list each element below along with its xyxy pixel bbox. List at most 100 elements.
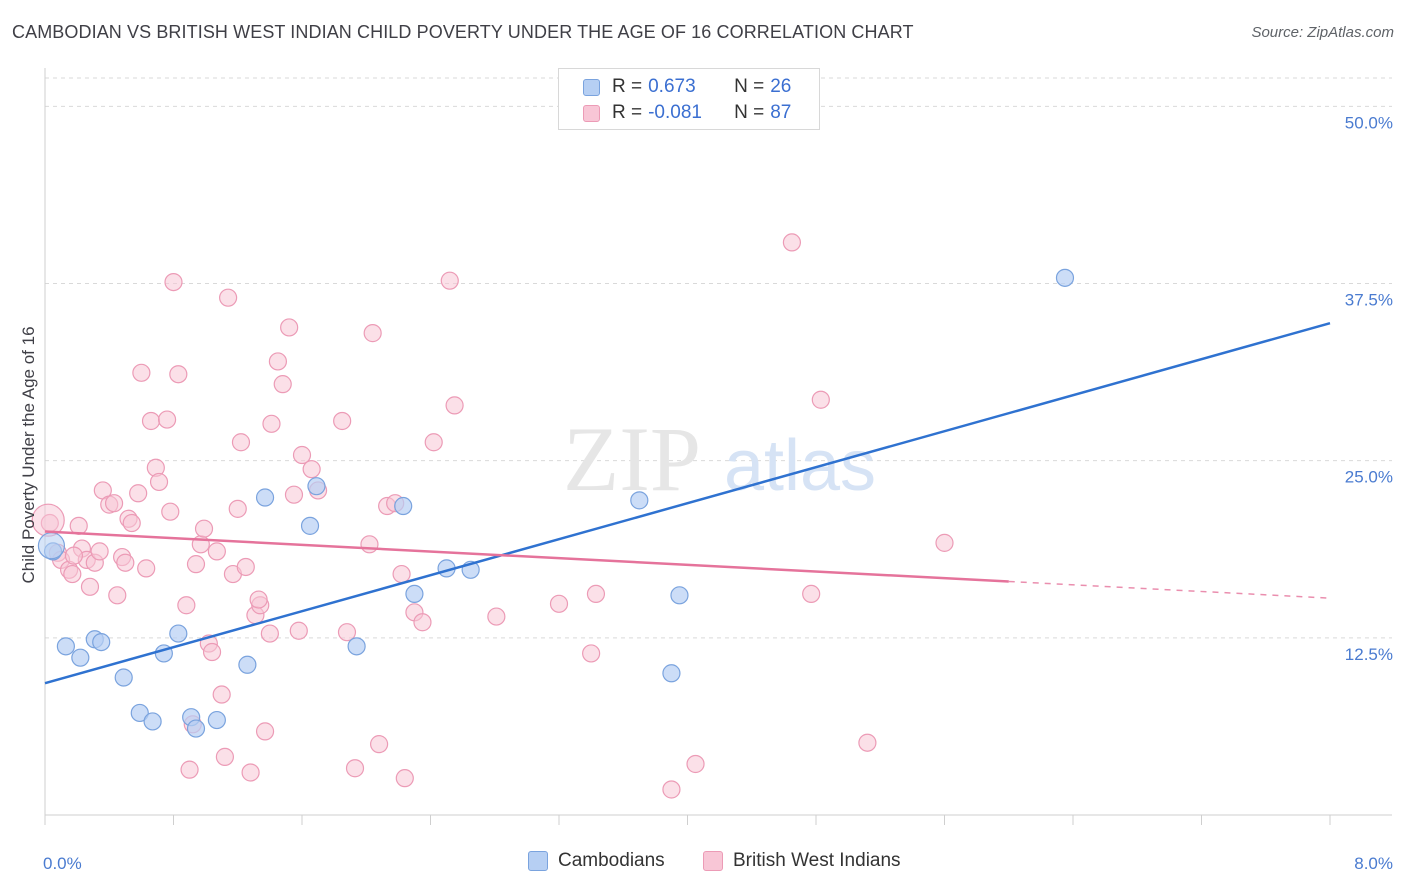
correlation-legend: R = 0.673 N = 26 R = -0.081 N = 87 <box>558 68 820 130</box>
point-british-west-indians <box>440 271 459 290</box>
point-cambodians <box>207 710 226 730</box>
cambodians-points <box>37 268 1075 738</box>
legend-label-cambodians: Cambodians <box>558 850 665 871</box>
point-british-west-indians <box>132 363 151 382</box>
point-british-west-indians <box>582 644 601 663</box>
point-british-west-indians <box>262 414 281 433</box>
point-british-west-indians <box>268 352 288 371</box>
british-west-indians-points <box>31 233 954 799</box>
point-british-west-indians <box>802 584 821 604</box>
legend-n-label: N = <box>734 76 765 97</box>
point-cambodians-cluster <box>37 532 66 560</box>
point-british-west-indians <box>935 533 954 552</box>
y-axis-label: Child Poverty Under the Age of 16 <box>19 326 38 583</box>
point-cambodians <box>186 719 206 738</box>
point-cambodians <box>255 488 275 507</box>
point-cambodians <box>1055 268 1075 287</box>
axes <box>44 68 1392 825</box>
point-british-west-indians <box>116 553 135 572</box>
legend-row-british-west-indians: R = -0.081 N = 87 <box>583 101 791 125</box>
point-british-west-indians <box>186 555 206 574</box>
point-british-west-indians <box>586 584 606 604</box>
watermark-zip: ZIP <box>563 408 701 510</box>
legend-row-cambodians: R = 0.673 N = 26 <box>583 75 791 99</box>
point-british-west-indians <box>177 596 196 615</box>
point-british-west-indians <box>219 288 238 307</box>
point-british-west-indians <box>302 460 321 479</box>
legend-n-value: 26 <box>770 76 792 97</box>
y-tick-label: 12.5% <box>1345 645 1393 664</box>
point-british-west-indians <box>487 607 506 626</box>
point-british-west-indians <box>194 519 214 538</box>
point-british-west-indians <box>207 542 226 561</box>
point-british-west-indians <box>273 375 292 394</box>
point-cambodians <box>56 637 75 656</box>
point-cambodians <box>405 584 424 604</box>
y-tick-label: 50.0% <box>1345 113 1393 132</box>
watermark: ZIP atlas <box>563 408 876 510</box>
point-british-west-indians <box>236 557 255 577</box>
legend-item-british-west-indians[interactable]: British West Indians <box>703 850 901 872</box>
y-tick-label: 37.5% <box>1345 291 1393 310</box>
legend-swatch-pink <box>583 104 600 122</box>
point-british-west-indians <box>104 494 124 513</box>
point-british-west-indians <box>80 577 100 596</box>
point-cambodians <box>662 664 681 683</box>
legend-r-label: R = <box>612 76 643 97</box>
point-british-west-indians <box>337 623 357 642</box>
point-british-west-indians <box>260 624 279 643</box>
point-british-west-indians <box>122 513 141 533</box>
legend-r-value: 0.673 <box>648 76 696 97</box>
trend-line-british-west-indians-dashed <box>1008 580 1331 599</box>
point-british-west-indians <box>157 410 177 429</box>
point-cambodians <box>143 712 162 731</box>
point-british-west-indians <box>284 485 304 504</box>
point-british-west-indians <box>141 411 161 431</box>
point-british-west-indians <box>64 546 84 565</box>
point-cambodians <box>300 516 320 535</box>
point-british-west-indians <box>161 502 180 521</box>
point-british-west-indians <box>137 559 156 578</box>
point-british-west-indians <box>392 564 411 584</box>
legend-n-value: 87 <box>770 102 792 123</box>
legend-swatch-pink <box>703 851 723 871</box>
point-british-west-indians <box>395 769 414 788</box>
point-cambodians <box>169 624 188 643</box>
point-british-west-indians <box>108 586 127 605</box>
tick-labels: 12.5% 25.0% 37.5% 50.0% 0.0% 8.0% <box>43 113 1393 873</box>
point-cambodians <box>71 648 90 667</box>
point-british-west-indians <box>180 760 199 779</box>
point-british-west-indians <box>249 590 268 609</box>
point-british-west-indians <box>241 763 260 782</box>
series-legend: Cambodians British West Indians <box>0 850 1406 878</box>
point-british-west-indians <box>413 613 432 632</box>
point-british-west-indians <box>280 318 299 337</box>
chart-title: CAMBODIAN VS BRITISH WEST INDIAN CHILD P… <box>12 22 914 42</box>
point-cambodians <box>630 491 649 510</box>
legend-swatch-blue <box>583 78 600 96</box>
legend-r-value: -0.081 <box>648 102 702 123</box>
x-tick-label: 0.0% <box>43 854 82 873</box>
y-tick-label: 25.0% <box>1345 468 1393 487</box>
x-tick-label: 8.0% <box>1354 854 1393 873</box>
point-british-west-indians <box>169 365 188 384</box>
point-british-west-indians <box>292 445 312 465</box>
point-british-west-indians <box>662 780 681 799</box>
point-british-west-indians <box>782 233 802 252</box>
point-british-west-indians <box>164 272 183 292</box>
point-cambodians <box>130 703 149 723</box>
grid-lines <box>45 77 1392 639</box>
point-british-west-indians <box>811 390 830 409</box>
source-label: Source: ZipAtlas.com <box>1251 24 1394 41</box>
point-cambodians <box>670 586 689 605</box>
point-british-west-indians <box>63 564 82 584</box>
point-british-west-indians <box>149 472 169 492</box>
point-cambodians <box>394 496 413 516</box>
legend-n-label: N = <box>734 102 765 123</box>
legend-item-cambodians[interactable]: Cambodians <box>528 850 665 872</box>
point-british-west-indians <box>370 735 389 754</box>
point-british-west-indians <box>549 594 569 613</box>
point-cambodians <box>347 637 366 656</box>
trend-line-british-west-indians <box>44 530 1009 583</box>
